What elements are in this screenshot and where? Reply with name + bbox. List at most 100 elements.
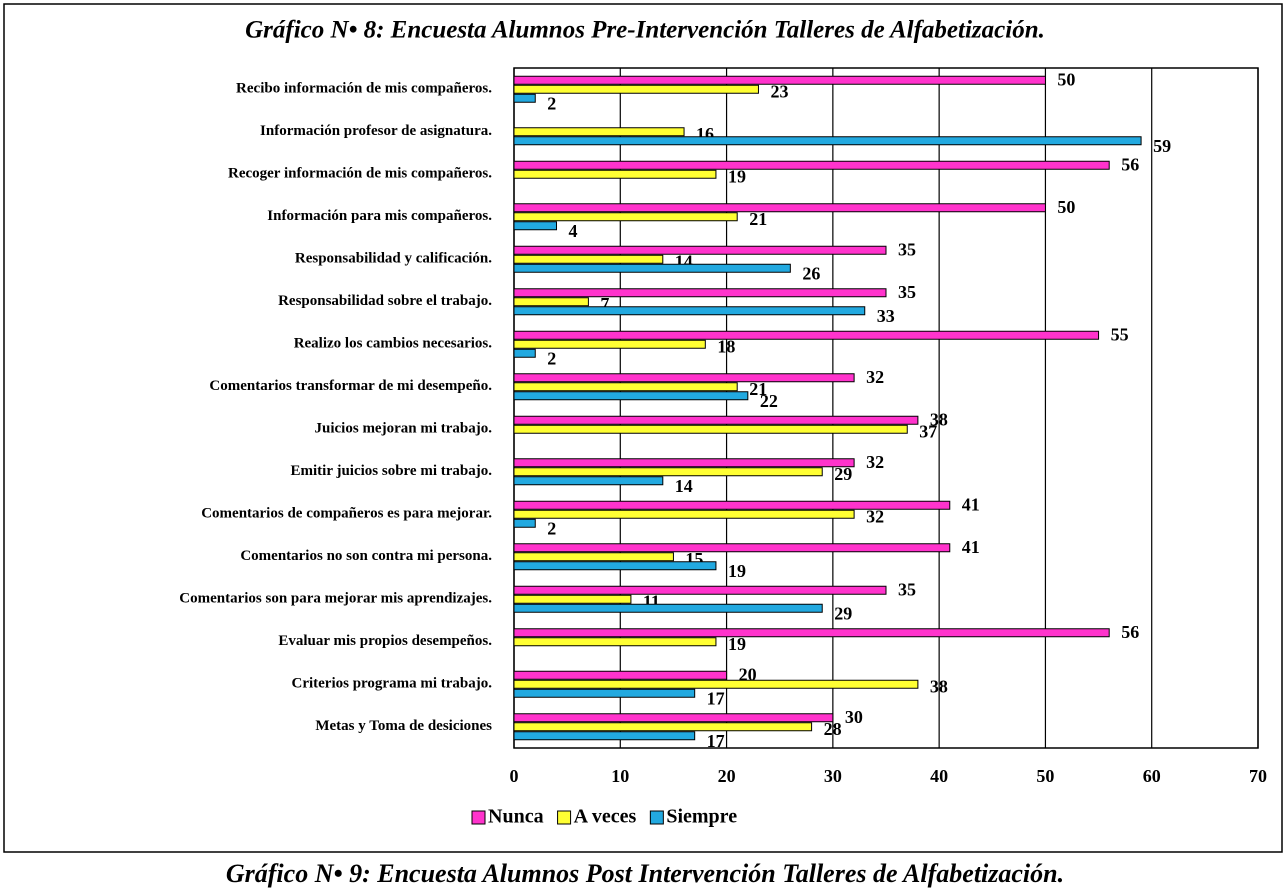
value-label: 14 xyxy=(675,476,693,496)
bar xyxy=(513,467,823,477)
value-label: 50 xyxy=(1057,197,1075,217)
category-label: Comentarios de compañeros es para mejora… xyxy=(201,506,492,522)
bar xyxy=(513,288,887,298)
value-label: 50 xyxy=(1057,69,1075,89)
value-label: 38 xyxy=(930,409,948,429)
value-label: 32 xyxy=(866,367,884,387)
bar xyxy=(513,306,866,316)
bar xyxy=(513,509,855,519)
bar xyxy=(513,561,717,571)
category-label: Recibo información de mis compañeros. xyxy=(236,81,492,97)
value-label: 2 xyxy=(547,518,556,538)
bar xyxy=(513,160,1110,170)
legend-swatch xyxy=(557,810,572,825)
legend-label: Nunca xyxy=(488,806,544,828)
value-label: 35 xyxy=(898,282,916,302)
bar xyxy=(513,373,855,383)
x-tick-label: 20 xyxy=(718,766,736,786)
bar xyxy=(513,500,951,510)
x-tick-label: 60 xyxy=(1143,766,1161,786)
bar xyxy=(513,382,738,392)
category-label: Evaluar mis propios desempeños. xyxy=(278,633,492,649)
bar xyxy=(513,670,728,680)
bar xyxy=(513,585,887,595)
category-label: Metas y Toma de desiciones xyxy=(315,718,492,734)
bar xyxy=(513,203,1046,213)
bar xyxy=(513,628,1110,638)
bar xyxy=(513,330,1100,340)
category-label: Información para mis compañeros. xyxy=(267,208,492,224)
bar xyxy=(513,84,759,94)
bar xyxy=(513,263,791,273)
category-label: Realizo los cambios necesarios. xyxy=(294,336,493,352)
legend-label: A veces xyxy=(574,806,637,828)
value-label: 17 xyxy=(707,731,725,751)
bar xyxy=(513,169,717,179)
category-label: Recoger información de mis compañeros. xyxy=(228,166,492,182)
bar xyxy=(513,415,919,425)
next-caption: Gráfico N• 9: Encuesta Alumnos Post Inte… xyxy=(226,859,1064,888)
x-tick-label: 30 xyxy=(824,766,842,786)
value-label: 19 xyxy=(728,634,746,654)
value-label: 55 xyxy=(1111,324,1129,344)
bar xyxy=(513,552,674,562)
value-label: 41 xyxy=(962,537,980,557)
category-label: Información profesor de asignatura. xyxy=(260,123,492,139)
bar xyxy=(513,458,855,468)
category-label: Comentarios son para mejorar mis aprendi… xyxy=(179,591,492,607)
legend-swatch xyxy=(649,810,664,825)
bar xyxy=(513,594,632,604)
value-label: 2 xyxy=(547,93,556,113)
value-label: 37 xyxy=(919,421,937,441)
value-label: 22 xyxy=(760,391,778,411)
bar xyxy=(513,93,536,103)
value-label: 41 xyxy=(962,494,980,514)
category-label: Responsabilidad sobre el trabajo. xyxy=(278,293,492,309)
value-label: 29 xyxy=(834,603,852,623)
chart-title: Gráfico N• 8: Encuesta Alumnos Pre-Inter… xyxy=(245,17,1045,44)
category-label: Emitir juicios sobre mi trabajo. xyxy=(290,463,492,479)
bar xyxy=(513,297,589,307)
bar xyxy=(513,424,908,434)
legend-swatch xyxy=(471,810,486,825)
value-label: 30 xyxy=(845,707,863,727)
value-label: 32 xyxy=(866,452,884,472)
category-label: Criterios programa mi trabajo. xyxy=(291,676,492,692)
bar xyxy=(513,543,951,553)
bar xyxy=(513,476,664,486)
value-label: 17 xyxy=(707,688,725,708)
value-label: 35 xyxy=(898,579,916,599)
value-label: 56 xyxy=(1121,622,1139,642)
bar xyxy=(513,722,813,732)
value-label: 59 xyxy=(1153,136,1171,156)
value-label: 38 xyxy=(930,676,948,696)
x-tick-label: 10 xyxy=(611,766,629,786)
x-tick-label: 50 xyxy=(1036,766,1054,786)
value-label: 19 xyxy=(728,561,746,581)
legend-label: Siempre xyxy=(666,806,737,828)
bar xyxy=(513,254,664,264)
value-label: 26 xyxy=(802,263,820,283)
bar xyxy=(513,713,834,723)
bar xyxy=(513,339,706,349)
x-tick-label: 40 xyxy=(930,766,948,786)
value-label: 19 xyxy=(728,166,746,186)
value-label: 35 xyxy=(898,239,916,259)
bar xyxy=(513,221,558,231)
bar xyxy=(513,603,823,613)
bar xyxy=(513,127,685,137)
bar xyxy=(513,391,749,401)
category-label: Comentarios transformar de mi desempeño. xyxy=(209,378,492,394)
bar xyxy=(513,212,738,222)
bar xyxy=(513,679,919,689)
value-label: 21 xyxy=(749,209,767,229)
bar xyxy=(513,75,1046,85)
value-label: 4 xyxy=(569,221,578,241)
value-label: 20 xyxy=(739,664,757,684)
bar xyxy=(513,518,536,528)
value-label: 2 xyxy=(547,348,556,368)
value-label: 23 xyxy=(770,81,788,101)
bar xyxy=(513,348,536,358)
x-tick-label: 70 xyxy=(1249,766,1267,786)
